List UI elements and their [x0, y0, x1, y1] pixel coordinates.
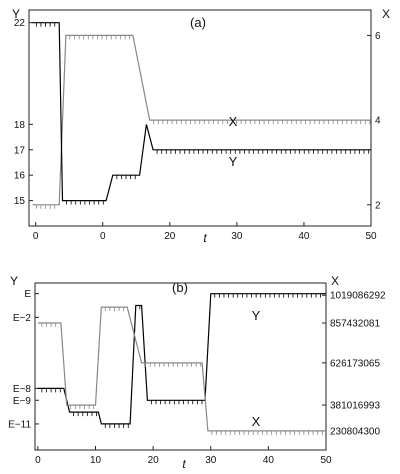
x-tick-label: 20 [164, 231, 176, 242]
x-tick-label: 30 [205, 455, 217, 466]
left-tick-label: E−9 [13, 396, 32, 407]
right-tick-label: 6 [375, 31, 381, 42]
x-tick-label: 50 [320, 455, 332, 466]
left-tick-label: E−11 [8, 419, 31, 430]
panel-title: (b) [172, 280, 188, 295]
x-axis-title: t [203, 231, 207, 245]
series-label-y: Y [252, 308, 261, 323]
right-tick-label: 1019086292 [330, 291, 386, 302]
right-axis-title: X [331, 274, 339, 288]
x-tick-label: 0 [35, 455, 41, 466]
x-tick-label: 0 [100, 231, 106, 242]
right-tick-label: 857432081 [330, 319, 380, 330]
left-tick-label: E−2 [13, 313, 32, 324]
left-axis-title: Y [10, 274, 18, 288]
series-line-y [32, 22, 371, 202]
panel-a: (a) Y Xt 0 0 20 30 40 50 22 18 17 16 15 6 4 2 X Y [12, 7, 390, 245]
series-label-y: Y [229, 154, 238, 169]
x-tick-label: 30 [231, 231, 243, 242]
x-tick-label: 40 [298, 231, 310, 242]
x-axis-title: t [182, 457, 186, 471]
x-tick-label: 50 [365, 231, 377, 242]
left-axis-title: Y [12, 7, 20, 21]
right-tick-label: 4 [375, 116, 381, 127]
panel-title: (a) [190, 15, 206, 30]
series-line-x [37, 306, 326, 432]
series-line-y [37, 293, 326, 425]
left-tick-label: 15 [14, 196, 26, 207]
right-tick-label: 626173065 [330, 358, 380, 369]
left-tick-label: E−8 [13, 384, 32, 395]
left-tick-label: E [24, 289, 31, 300]
left-tick-label: 22 [14, 18, 26, 29]
x-tick-label: 20 [148, 455, 160, 466]
right-tick-label: 230804300 [330, 426, 380, 437]
series-label-x: X [229, 114, 238, 129]
right-axis-title: X [382, 7, 390, 21]
right-tick-label: 2 [375, 200, 381, 211]
series-line-x [32, 34, 371, 206]
x-tick-label: 10 [90, 455, 102, 466]
series-label-x: X [252, 414, 261, 429]
plot-frame [28, 9, 372, 227]
left-tick-label: 17 [14, 145, 26, 156]
left-tick-label: 16 [14, 171, 26, 182]
left-tick-label: 18 [14, 120, 26, 131]
x-tick-label: 40 [263, 455, 275, 466]
right-tick-label: 381016993 [330, 401, 380, 412]
x-tick-label: 0 [33, 231, 39, 242]
plot-frame [34, 282, 327, 451]
panel-b: (b) Y Xt 0 10 20 30 40 50 E E−2 E−8E−9 E−11 101908629… [8, 274, 386, 471]
